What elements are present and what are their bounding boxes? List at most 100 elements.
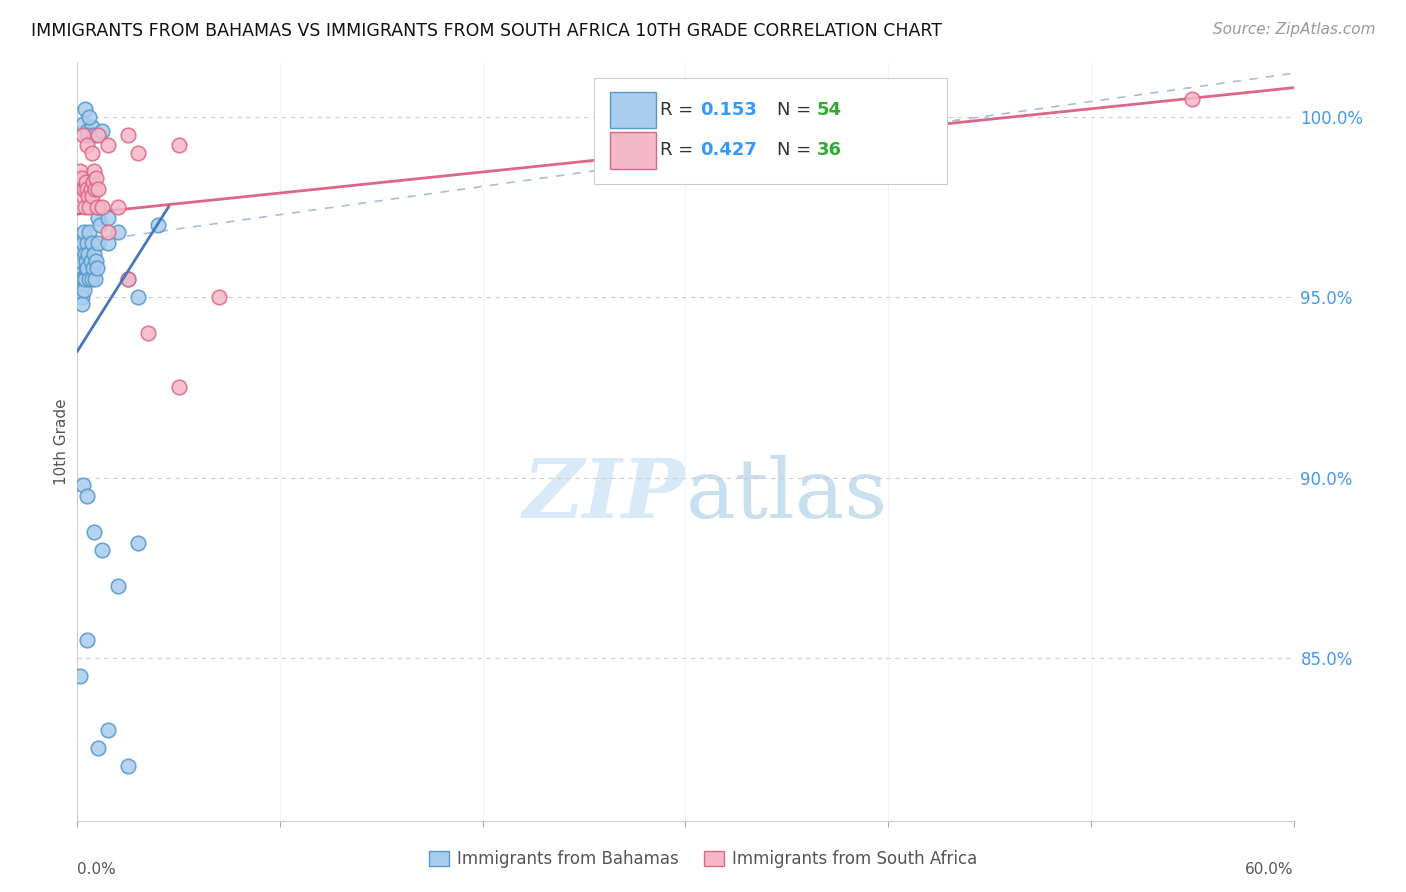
Point	[127, 145, 149, 160]
Point	[90, 200, 112, 214]
Point	[73, 225, 96, 239]
Text: N =: N =	[776, 142, 817, 160]
Point	[86, 741, 108, 756]
Text: IMMIGRANTS FROM BAHAMAS VS IMMIGRANTS FROM SOUTH AFRICA 10TH GRADE CORRELATION C: IMMIGRANTS FROM BAHAMAS VS IMMIGRANTS FR…	[31, 22, 942, 40]
Point	[72, 235, 94, 250]
Point	[76, 235, 98, 250]
Point	[76, 261, 98, 276]
Point	[167, 380, 190, 394]
Point	[79, 272, 101, 286]
Point	[76, 128, 98, 142]
Point	[82, 175, 104, 189]
Point	[117, 759, 139, 773]
Point	[70, 272, 93, 286]
Text: 0.0%: 0.0%	[77, 863, 117, 878]
Point	[86, 235, 108, 250]
Text: 0.153: 0.153	[700, 101, 756, 120]
Point	[167, 138, 190, 153]
Point	[83, 128, 105, 142]
Text: ZIP: ZIP	[523, 455, 686, 534]
Point	[83, 524, 105, 539]
Point	[86, 128, 108, 142]
Point	[77, 189, 100, 203]
Point	[107, 200, 129, 214]
Point	[69, 261, 91, 276]
Point	[97, 235, 120, 250]
Point	[80, 145, 103, 160]
Point	[127, 535, 149, 549]
Point	[69, 163, 91, 178]
Point	[83, 163, 105, 178]
Point	[1181, 91, 1204, 105]
Point	[77, 247, 100, 261]
Point	[877, 91, 900, 105]
Point	[72, 189, 94, 203]
Point	[72, 171, 94, 186]
Text: 36: 36	[817, 142, 842, 160]
Point	[86, 200, 108, 214]
Point	[75, 200, 97, 214]
Point	[86, 182, 108, 196]
Point	[67, 175, 90, 189]
Point	[72, 117, 94, 131]
Text: 0.427: 0.427	[700, 142, 756, 160]
Point	[89, 218, 111, 232]
Point	[72, 128, 94, 142]
Point	[148, 218, 170, 232]
Point	[70, 182, 93, 196]
Point	[97, 723, 120, 738]
Point	[84, 254, 107, 268]
Point	[67, 235, 90, 250]
Point	[72, 290, 94, 304]
Point	[69, 247, 91, 261]
FancyBboxPatch shape	[610, 92, 657, 128]
Point	[69, 669, 91, 683]
Point	[117, 128, 139, 142]
Point	[79, 225, 101, 239]
Point	[76, 633, 98, 648]
Point	[80, 235, 103, 250]
Point	[75, 175, 97, 189]
Point	[97, 138, 120, 153]
Text: 60.0%: 60.0%	[1246, 863, 1294, 878]
Text: atlas: atlas	[686, 455, 887, 534]
Point	[79, 182, 101, 196]
FancyBboxPatch shape	[595, 78, 946, 184]
Point	[73, 283, 96, 297]
Point	[117, 272, 139, 286]
Y-axis label: 10th Grade: 10th Grade	[53, 398, 69, 485]
Point	[208, 290, 231, 304]
Point	[90, 124, 112, 138]
Text: 54: 54	[817, 101, 842, 120]
Point	[86, 211, 108, 225]
Point	[76, 182, 98, 196]
Point	[79, 110, 101, 124]
Point	[97, 225, 120, 239]
Point	[82, 261, 104, 276]
Point	[70, 254, 93, 268]
Point	[75, 261, 97, 276]
Point	[72, 478, 94, 492]
Legend: Immigrants from Bahamas, Immigrants from South Africa: Immigrants from Bahamas, Immigrants from…	[422, 844, 984, 875]
Point	[90, 542, 112, 557]
Point	[79, 200, 101, 214]
Point	[83, 182, 105, 196]
Point	[72, 297, 94, 311]
Point	[86, 200, 108, 214]
Point	[127, 290, 149, 304]
Point	[72, 272, 94, 286]
Point	[75, 254, 97, 268]
Text: R =: R =	[659, 142, 699, 160]
Point	[75, 272, 97, 286]
Text: N =: N =	[776, 101, 817, 120]
Point	[136, 326, 159, 341]
Point	[75, 247, 97, 261]
Text: R =: R =	[659, 101, 699, 120]
Point	[76, 138, 98, 153]
Point	[107, 579, 129, 593]
Point	[83, 247, 105, 261]
Point	[75, 103, 97, 117]
Point	[76, 124, 98, 138]
Point	[80, 272, 103, 286]
Point	[76, 489, 98, 503]
